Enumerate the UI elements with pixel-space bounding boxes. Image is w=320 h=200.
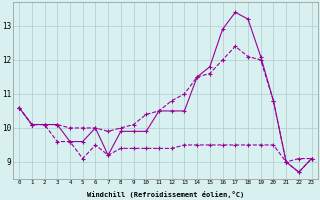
X-axis label: Windchill (Refroidissement éolien,°C): Windchill (Refroidissement éolien,°C)	[87, 191, 244, 198]
